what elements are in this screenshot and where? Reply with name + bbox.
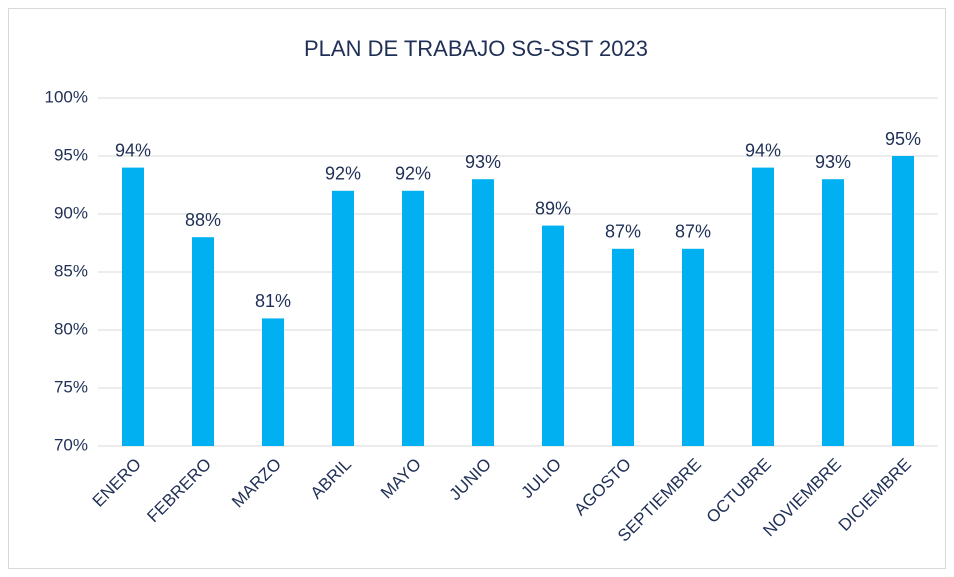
y-tick-label: 100%	[45, 87, 88, 106]
bar	[892, 156, 914, 446]
bar	[332, 190, 354, 446]
value-label: 93%	[815, 152, 851, 172]
bar	[542, 225, 564, 446]
bar	[612, 248, 634, 446]
y-tick-label: 90%	[54, 203, 88, 222]
value-label: 94%	[115, 140, 151, 160]
bar	[752, 167, 774, 446]
bar	[402, 190, 424, 446]
value-label: 95%	[885, 129, 921, 149]
bar	[122, 167, 144, 446]
bar	[192, 237, 214, 446]
y-tick-label: 85%	[54, 261, 88, 280]
value-label: 81%	[255, 291, 291, 311]
value-label: 89%	[535, 198, 571, 218]
value-label: 92%	[325, 164, 361, 184]
y-tick-label: 95%	[54, 145, 88, 164]
bar	[822, 179, 844, 446]
value-label: 94%	[745, 140, 781, 160]
value-label: 92%	[395, 164, 431, 184]
value-label: 87%	[675, 222, 711, 242]
y-tick-label: 70%	[54, 435, 88, 454]
bar	[472, 179, 494, 446]
bar	[262, 318, 284, 446]
y-tick-label: 80%	[54, 319, 88, 338]
value-label: 87%	[605, 222, 641, 242]
value-label: 93%	[465, 152, 501, 172]
bar	[682, 248, 704, 446]
value-label: 88%	[185, 210, 221, 230]
y-tick-label: 75%	[54, 377, 88, 396]
chart-title: PLAN DE TRABAJO SG-SST 2023	[304, 36, 648, 61]
